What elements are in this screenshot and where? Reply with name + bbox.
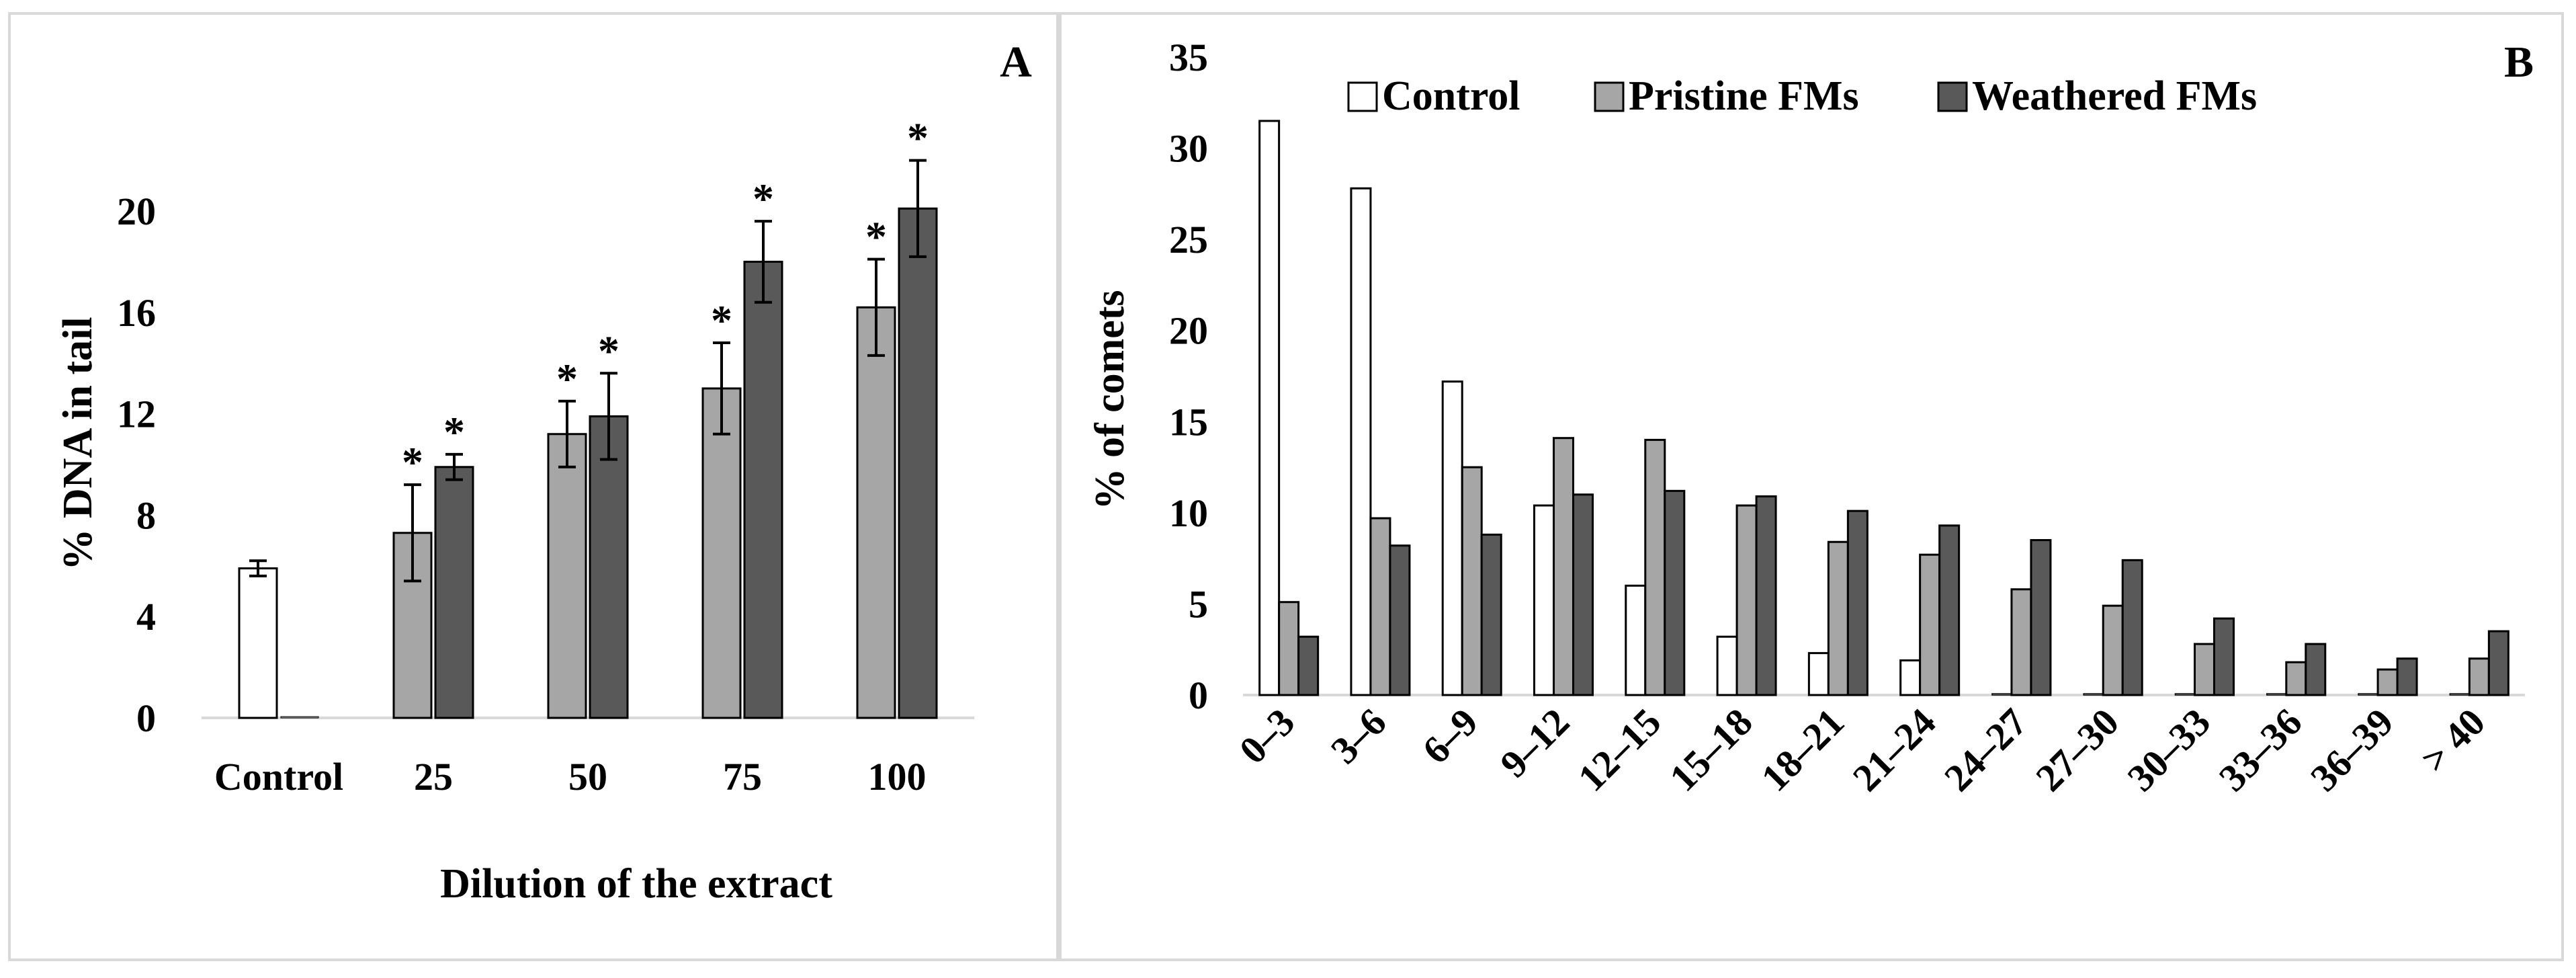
panel-b-bar-control	[1441, 380, 1463, 696]
panel-b-y-tick-label: 0	[1189, 674, 1208, 717]
panel-b-bar-control	[2358, 693, 2378, 696]
panel-a-bar-pristine	[701, 387, 742, 719]
panel-b-bar-pristine	[2194, 643, 2215, 696]
panel-b-bar-weathered	[2487, 630, 2509, 696]
panel-a-x-tick-label: 25	[414, 755, 453, 799]
panel-a-significance-star: *	[753, 175, 774, 222]
panel-b-bar-pristine	[2376, 668, 2399, 696]
panel-b-bar-control	[2174, 693, 2196, 696]
panel-a-significance-star: *	[865, 213, 887, 261]
panel-a-x-tick-label: 100	[868, 755, 927, 799]
legend-label-weathered: Weathered FMs	[1972, 73, 2257, 119]
panel-b-bar-weathered	[1664, 489, 1686, 696]
panel-b-y-axis-title: % of comets	[1087, 290, 1133, 510]
panel-a-x-axis-title: Dilution of the extract	[440, 861, 832, 907]
panel-a-significance-star: *	[711, 296, 732, 344]
panel-b-y-tick-label: 30	[1169, 127, 1208, 171]
panel-a-y-tick-label: 20	[117, 190, 156, 233]
panel-b-y-tick-label: 35	[1169, 36, 1208, 79]
panel-b-bar-weathered	[2121, 559, 2143, 696]
panel-b-bar-pristine	[2285, 661, 2307, 696]
panel-a-label: A	[1000, 38, 1032, 87]
panel-a-x-tick-label: 50	[568, 755, 607, 799]
panel-b-bar-control	[2083, 693, 2104, 696]
panel-b-bar-weathered	[2213, 617, 2235, 696]
panel-a-y-axis-title: % DNA in tail	[55, 317, 101, 570]
panel-b-bar-pristine	[1461, 466, 1483, 696]
panel-b-y-tick-label: 20	[1169, 309, 1208, 353]
panel-b-bar-weathered	[2030, 539, 2052, 696]
panel-a-y-tick-label: 16	[117, 291, 156, 335]
panel-b-bar-weathered	[1572, 493, 1594, 696]
panel-b-bar-control	[1625, 584, 1647, 696]
panel-b-bar-pristine	[1553, 437, 1574, 696]
panel-b-bar-pristine	[1369, 517, 1391, 696]
panel-b-bar-pristine	[2102, 604, 2124, 696]
panel-b-bar-pristine	[1278, 601, 1300, 696]
panel-a-significance-star: *	[907, 114, 929, 162]
panel-b-bar-control	[1807, 652, 1830, 696]
panel-a-significance-star: *	[598, 327, 619, 374]
panel-b-y-tick-label: 25	[1169, 218, 1208, 261]
legend-label-pristine: Pristine FMs	[1629, 73, 1859, 119]
panel-b-bar-control	[1533, 504, 1555, 696]
panel-b-bar-weathered	[2305, 643, 2327, 696]
panel-a-bar-weathered	[589, 415, 629, 719]
panel-b-bar-pristine	[1644, 438, 1666, 696]
panel-a-y-tick-label: 0	[136, 696, 156, 740]
panel-a-x-tick-label: 75	[723, 755, 762, 799]
legend-label-control: Control	[1382, 73, 1520, 119]
panel-b-bar-pristine	[2468, 657, 2490, 696]
legend-swatch-pristine	[1594, 81, 1625, 112]
panel-b-bar-control	[1991, 693, 2012, 696]
panel-b-bar-control	[1716, 635, 1738, 696]
panel-a-significance-star: *	[556, 355, 578, 403]
panel-b-bar-weathered	[1938, 524, 1961, 696]
panel-b-bar-pristine	[1919, 553, 1941, 696]
panel-b-bar-control	[1899, 659, 1922, 696]
panel-a-bar-weathered	[898, 207, 938, 719]
panel-b-bar-control	[1258, 120, 1281, 696]
legend-swatch-control	[1347, 81, 1378, 112]
panel-a-bar-weathered	[743, 260, 783, 719]
panel-a-y-tick-label: 4	[136, 595, 156, 639]
panel-b-bar-pristine	[1735, 504, 1758, 696]
panel-b-bar-weathered	[1389, 544, 1411, 696]
legend-swatch-weathered	[1937, 81, 1968, 112]
panel-b-frame	[1059, 12, 2564, 961]
panel-b-label: B	[2504, 38, 2534, 87]
panel-b-bar-control	[2449, 693, 2471, 696]
panel-b-bar-weathered	[1846, 510, 1869, 696]
panel-b-bar-weathered	[1480, 533, 1502, 696]
panel-a-significance-star: *	[443, 408, 465, 456]
panel-a-bar-control	[238, 567, 278, 719]
panel-b-y-tick-label: 5	[1189, 582, 1208, 626]
panel-b-y-tick-label: 15	[1169, 400, 1208, 444]
panel-a-x-tick-label: Control	[214, 755, 343, 799]
panel-b-legend: Control Pristine FMs Weathered FMs	[1347, 73, 2257, 119]
panel-b-bar-pristine	[2010, 588, 2032, 696]
panel-b-bar-control	[2266, 693, 2287, 696]
panel-b-bar-weathered	[1755, 495, 1777, 696]
panel-b-bar-control	[1350, 187, 1372, 696]
panel-a-y-tick-label: 12	[117, 393, 156, 436]
panel-a-significance-star: *	[402, 438, 423, 486]
panel-b-bar-pristine	[1827, 540, 1849, 696]
panel-a-chart: 0 4 8 12 16 20 Control 25 50 75 100 * * * * * * * *	[117, 114, 974, 799]
panel-a-bar-pristine	[856, 306, 896, 719]
panel-b-bar-weathered	[1297, 635, 1320, 696]
panel-b-bar-weathered	[2396, 657, 2418, 696]
panel-a-bar-pristine	[280, 716, 319, 719]
panel-a-bar-weathered	[434, 466, 474, 719]
panel-b-y-tick-label: 10	[1169, 491, 1208, 535]
panel-a-bar-pristine	[547, 433, 587, 719]
panel-a-y-tick-label: 8	[136, 493, 156, 537]
